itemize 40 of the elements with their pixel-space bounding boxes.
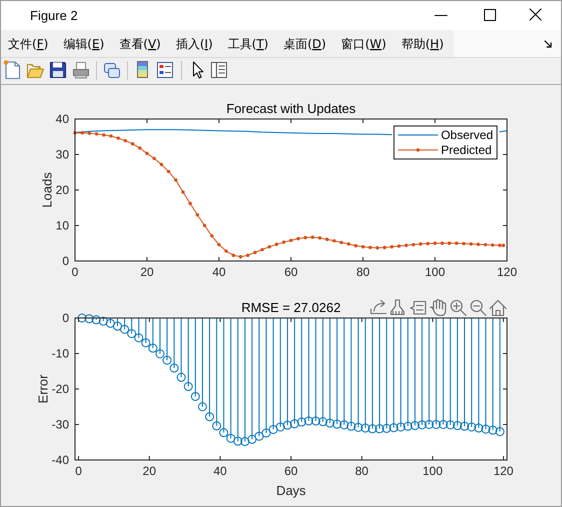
x-tick-label: 0: [75, 464, 82, 478]
text: 工具(T): [228, 37, 268, 51]
y-tick-label: -30: [52, 418, 70, 432]
x-tick-label: 80: [355, 464, 369, 478]
y-tick-label: -10: [52, 346, 70, 360]
y-tick-label: 10: [56, 218, 70, 232]
x-tick-label: 40: [212, 265, 226, 279]
text: Figure 2: [30, 8, 78, 23]
y-tick-label: 20: [56, 183, 70, 197]
x-axis-title: Days: [276, 483, 306, 498]
chart-title: Forecast with Updates: [226, 101, 356, 116]
text: 文件(F): [8, 37, 48, 51]
text: 查看(V): [119, 37, 161, 51]
chart-title: RMSE = 27.0262: [241, 300, 341, 315]
y-tick-label: -20: [52, 382, 70, 396]
x-tick-label: 80: [356, 265, 370, 279]
x-tick-label: 60: [284, 265, 298, 279]
text: 帮助(H): [401, 37, 444, 51]
y-tick-label: 0: [62, 254, 70, 268]
x-tick-label: 120: [496, 265, 518, 279]
series-label: Observed: [440, 128, 493, 142]
x-tick-label: 20: [140, 265, 154, 279]
text: 插入(I): [176, 37, 213, 51]
text: 编辑(E): [63, 37, 104, 51]
y-axis-title: Loads: [40, 172, 55, 208]
x-tick-label: 40: [214, 464, 228, 478]
x-tick-label: 100: [424, 265, 446, 279]
text: 窗口(W): [341, 37, 386, 51]
legend-label: Predicted: [440, 143, 492, 157]
x-tick-label: 20: [142, 464, 156, 478]
y-tick-label: 0: [62, 311, 70, 325]
x-tick-label: 120: [493, 464, 514, 478]
y-tick-label: -40: [52, 453, 70, 467]
y-tick-label: 30: [56, 148, 70, 162]
text: 桌面(D): [283, 37, 326, 51]
x-tick-label: 0: [72, 265, 79, 279]
y-tick-label: 40: [56, 112, 70, 126]
x-tick-label: 100: [422, 464, 443, 478]
y-axis-title: Error: [36, 374, 51, 404]
x-tick-label: 60: [284, 464, 298, 478]
